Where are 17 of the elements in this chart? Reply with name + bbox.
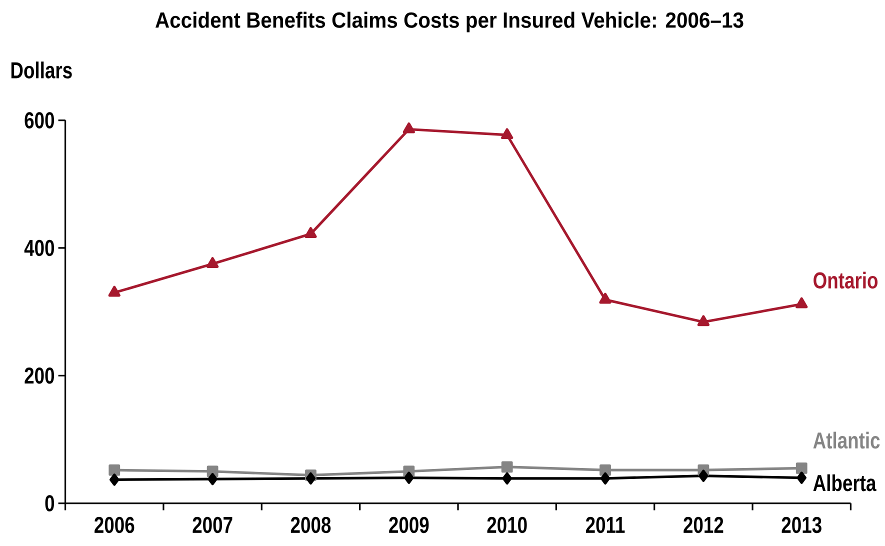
y-tick-label: 0 [45, 495, 54, 512]
x-tick-label: 2006 [94, 516, 134, 534]
x-tick-label: 2012 [684, 516, 724, 534]
y-tick-label: 200 [24, 367, 54, 384]
x-tick-label: 2010 [487, 516, 527, 534]
y-tick-label: 400 [24, 240, 54, 256]
x-tick-label: 2009 [389, 516, 429, 534]
x-tick-label: 2013 [782, 516, 822, 534]
series-label: Atlantic [813, 432, 880, 449]
chart-title: Accident Benefits Claims Costs per Insured Vehicle: 2006–13 [155, 12, 744, 32]
x-tick-label: 2011 [586, 516, 625, 534]
x-tick-label: 2007 [192, 516, 232, 534]
series-label: Ontario [814, 272, 878, 289]
y-tick-label: 600 [24, 112, 54, 128]
series-label: Alberta [813, 474, 876, 492]
x-tick-label: 2008 [290, 516, 331, 534]
y-axis-title: Dollars [11, 62, 72, 78]
